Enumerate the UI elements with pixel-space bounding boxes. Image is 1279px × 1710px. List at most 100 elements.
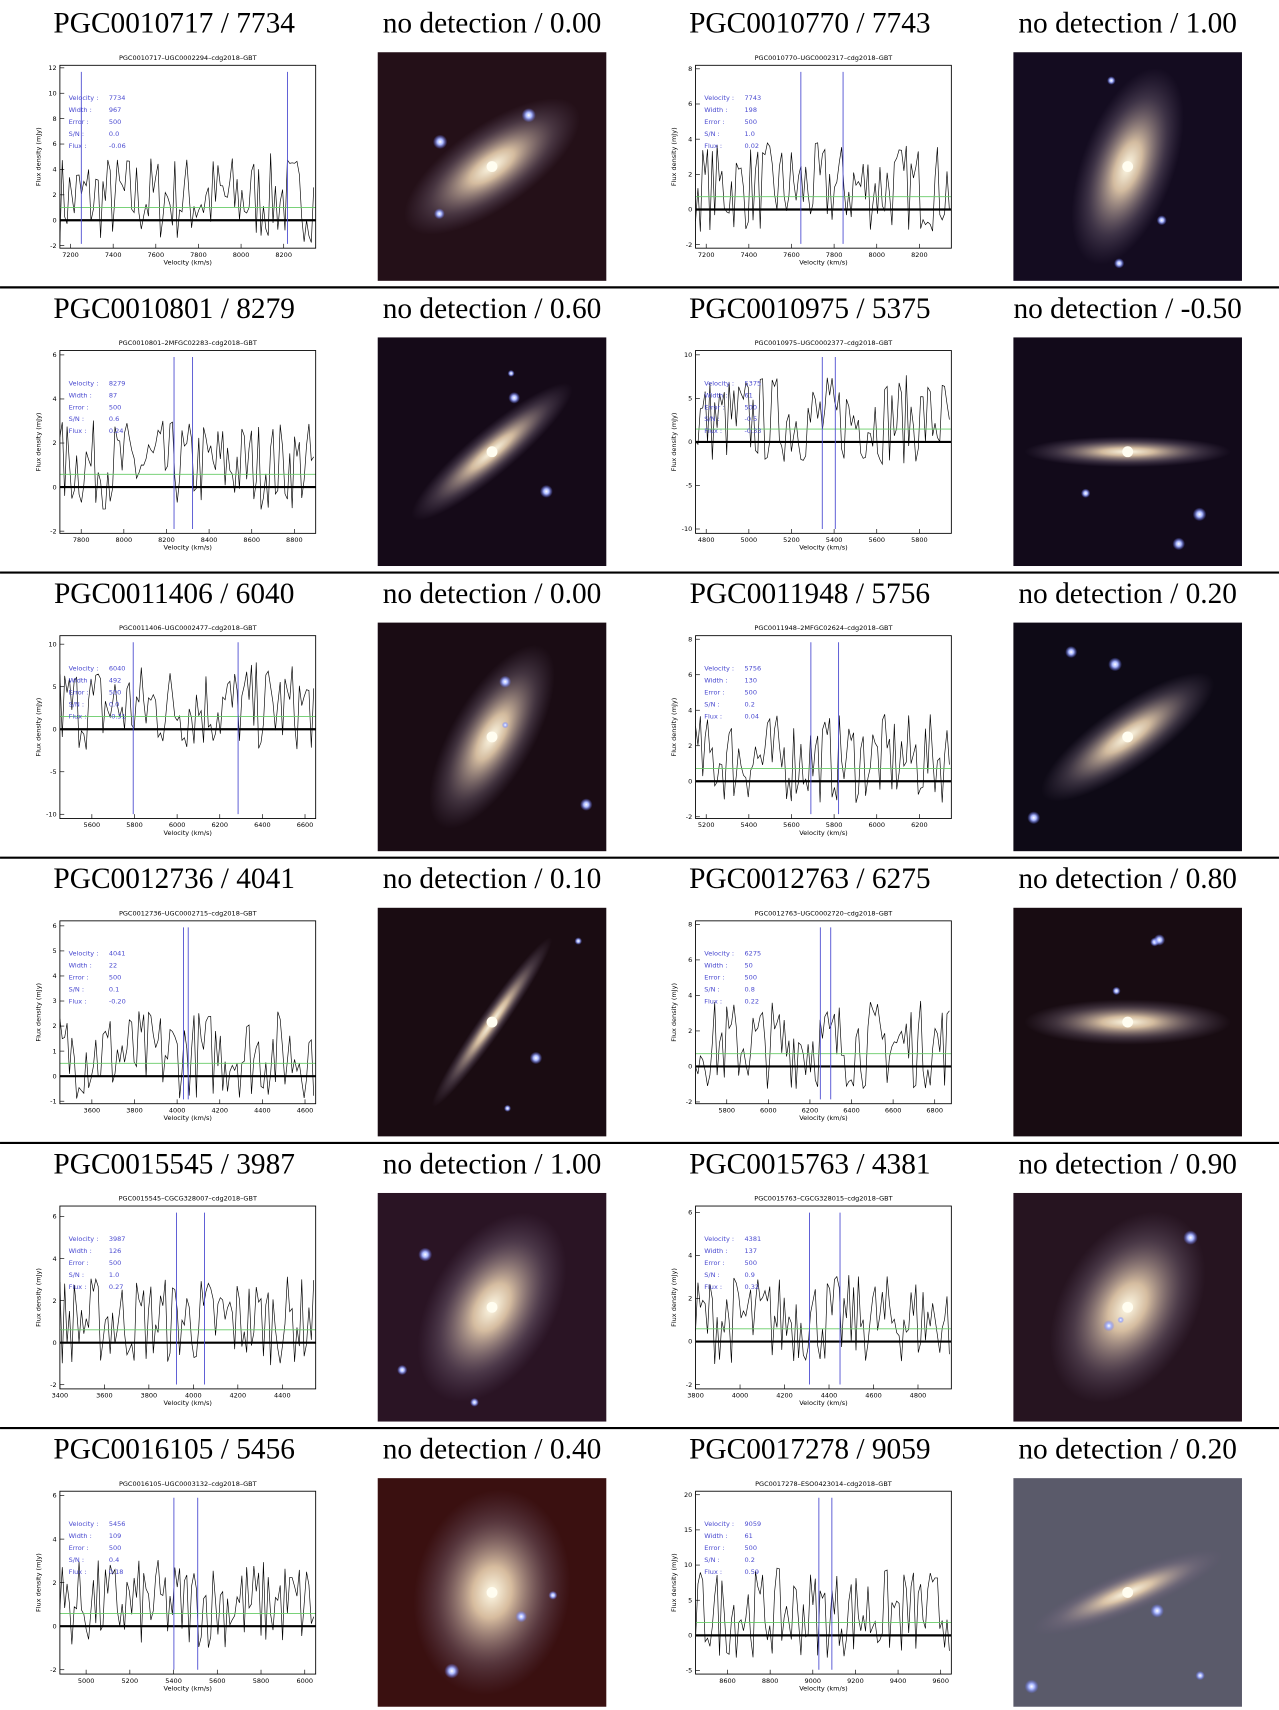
stat-value: 61 [745,1532,753,1540]
y-tick-label: -5 [50,768,57,776]
x-tick-label: 5800 [718,1106,735,1114]
star [1183,1230,1198,1245]
x-tick-label: 4800 [698,536,715,544]
plot-frame [695,1490,952,1675]
star [503,1104,512,1112]
stat-value: -0.5 [745,415,758,423]
y-tick-label: 4 [52,1255,56,1263]
x-axis-label: Velocity (km/s) [164,1399,212,1407]
plot-title: PGC0012736–UGC0002715–cdg2018–GBT [119,909,257,917]
plot-title: PGC0010717–UGC0002294–cdg2018–GBT [119,54,257,62]
panel-header: PGC0010717 / 7734 [53,8,295,40]
x-axis-label: Velocity (km/s) [164,544,212,552]
detection-label: no detection / 0.20 [1018,1434,1237,1466]
x-tick-label: 5200 [122,1677,139,1685]
stat-value: 137 [745,1247,757,1255]
stat-value: 0.4 [109,1556,119,1564]
x-tick-label: 4200 [230,1392,247,1400]
star [1112,986,1121,996]
galaxy-core [486,1587,498,1598]
spectrum-trace [695,1567,950,1658]
star [418,1247,433,1262]
stat-label: Velocity : [69,379,99,387]
stat-value: 5756 [745,665,762,673]
stat-label: Flux : [704,1568,722,1576]
y-tick-label: 2 [52,1022,56,1030]
star [499,675,512,688]
x-tick-label: 9200 [847,1677,864,1685]
x-axis-label: Velocity (km/s) [799,1399,847,1407]
plot-title: PGC0010801–2MFGC02283–cdg2018–GBT [119,339,257,347]
panel-header: PGC0010801 / 8279 [53,293,295,325]
stat-label: Error : [69,118,89,126]
star [1024,1679,1039,1694]
x-tick-label: 3800 [126,1106,143,1114]
x-axis-label: Velocity (km/s) [799,829,847,837]
spectrum-trace [59,1011,315,1099]
star [580,798,593,811]
stat-value: 500 [109,974,121,982]
panel-header: PGC0011406 / 6040 [54,578,294,610]
stat-label: Flux : [704,1283,722,1291]
stat-label: Width : [69,962,92,970]
detection-label: no detection / 0.20 [1018,578,1237,610]
y-tick-label: 4 [688,1252,692,1260]
stat-label: Flux : [69,142,87,150]
x-tick-label: 8200 [275,251,292,259]
x-tick-label: 7400 [741,251,758,259]
y-axis-label: Flux density (mJy) [34,983,42,1042]
y-tick-label: 2 [688,742,692,750]
detection-label: no detection / 0.60 [383,293,602,325]
star [1153,934,1166,946]
star [548,1590,558,1600]
stat-label: S/N : [69,1271,84,1279]
x-tick-label: 8000 [233,251,250,259]
stat-label: S/N : [69,130,84,138]
x-tick-label: 7800 [826,251,843,259]
y-tick-label: 6 [52,351,56,359]
x-tick-label: 4000 [185,1392,202,1400]
stat-value: 130 [745,676,757,684]
galaxy-core [486,731,498,743]
x-tick-label: 5800 [253,1677,270,1685]
y-axis-label: Flux density (mJy) [670,698,678,757]
star [1108,657,1122,672]
y-tick-label: -1 [50,1097,57,1105]
x-tick-label: 5200 [698,821,715,829]
x-tick-label: 4400 [254,1106,271,1114]
stat-value: 0.0 [109,130,119,138]
y-tick-label: 0 [52,1072,56,1080]
stat-label: Flux : [69,427,87,435]
stat-value: 0.2 [745,700,755,708]
x-tick-label: 4200 [211,1106,228,1114]
stat-label: S/N : [704,1271,719,1279]
stat-label: Velocity : [704,1235,734,1243]
star [1192,507,1207,522]
stat-label: Error : [704,1544,724,1552]
plot-frame [59,350,317,534]
star [539,484,553,498]
y-tick-label: 0 [688,1632,692,1640]
star [529,1051,543,1065]
x-tick-label: 5200 [783,536,800,544]
stat-value: 8279 [109,379,126,387]
y-tick-label: -2 [686,241,692,249]
x-tick-label: 8200 [158,536,175,544]
x-tick-label: 5600 [209,1677,226,1685]
x-tick-label: 5800 [126,821,143,829]
x-tick-label: 8600 [243,536,260,544]
plot-title: PGC0010975–UGC0002377–cdg2018–GBT [755,339,893,347]
x-tick-label: 5400 [741,821,758,829]
x-tick-label: 6000 [296,1677,313,1685]
plot-frame [695,64,952,249]
y-tick-label: 0 [688,1063,692,1071]
detection-label: no detection / 0.90 [1018,1148,1237,1180]
stat-label: Error : [704,403,724,411]
stat-label: Error : [704,974,724,982]
stat-label: Width : [69,1532,92,1540]
x-tick-label: 8200 [911,251,928,259]
x-tick-label: 4600 [865,1392,882,1400]
x-tick-label: 8600 [719,1677,736,1685]
x-tick-label: 4600 [297,1106,314,1114]
